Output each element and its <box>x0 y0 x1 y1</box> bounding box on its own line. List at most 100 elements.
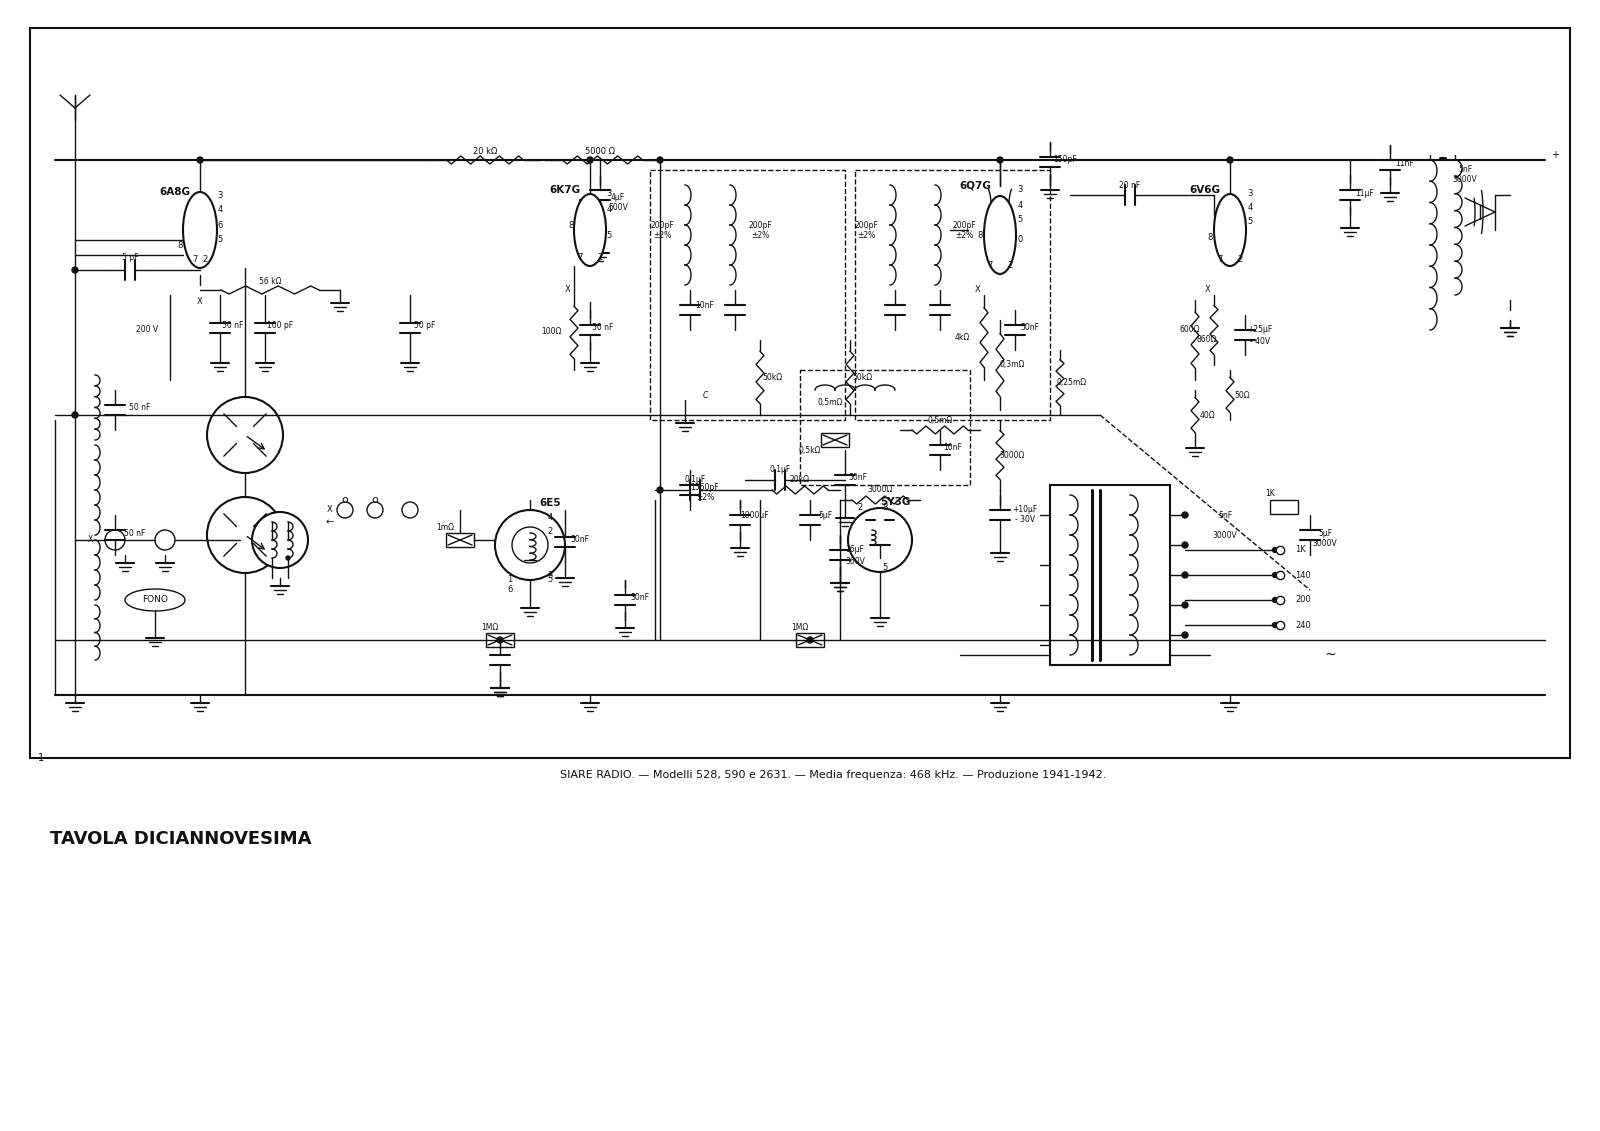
Text: 50kΩ: 50kΩ <box>762 373 782 382</box>
Text: 860Ω: 860Ω <box>1197 336 1218 345</box>
Text: +10µF: +10µF <box>1013 506 1038 515</box>
Ellipse shape <box>125 589 186 611</box>
Text: 50nF: 50nF <box>848 474 867 483</box>
Circle shape <box>197 157 203 163</box>
Text: 2: 2 <box>547 527 552 535</box>
Text: 50 nF: 50 nF <box>130 404 150 413</box>
Text: 50nF: 50nF <box>571 535 589 544</box>
Circle shape <box>286 556 290 560</box>
Text: 6: 6 <box>507 586 512 595</box>
Text: 5: 5 <box>547 576 552 585</box>
Text: 140: 140 <box>1294 570 1310 579</box>
Bar <box>854 170 1050 420</box>
Text: 200pF: 200pF <box>854 221 878 230</box>
Circle shape <box>1182 632 1187 638</box>
Circle shape <box>1182 572 1187 578</box>
Text: ←: ← <box>326 517 334 527</box>
Text: 200 V: 200 V <box>136 326 158 335</box>
Text: 8: 8 <box>178 241 182 250</box>
Text: 5nF: 5nF <box>1218 510 1232 519</box>
Text: 200pF: 200pF <box>952 221 976 230</box>
Text: X: X <box>1205 285 1211 294</box>
Circle shape <box>366 502 382 518</box>
Text: 7: 7 <box>987 260 992 269</box>
Text: 5nF: 5nF <box>1458 165 1472 174</box>
Text: 5Y3G: 5Y3G <box>880 497 910 507</box>
Text: 1560pF: 1560pF <box>691 483 720 492</box>
Text: 0: 0 <box>1018 235 1022 244</box>
Text: 1K: 1K <box>1294 545 1306 554</box>
Text: 4kΩ: 4kΩ <box>955 334 970 343</box>
Circle shape <box>658 487 662 493</box>
Text: 2: 2 <box>597 253 603 262</box>
Text: X: X <box>565 285 571 294</box>
Text: 3: 3 <box>547 570 552 579</box>
Text: 6: 6 <box>218 221 222 230</box>
Text: 200pF: 200pF <box>650 221 674 230</box>
Text: 2: 2 <box>202 256 208 265</box>
Bar <box>1050 485 1170 665</box>
Text: 240: 240 <box>1294 621 1310 630</box>
Text: +: + <box>1550 150 1558 159</box>
Text: - 30V: - 30V <box>1014 516 1035 525</box>
Text: 3000V: 3000V <box>1312 538 1338 547</box>
Circle shape <box>992 244 1008 260</box>
Circle shape <box>1227 157 1234 163</box>
Text: 1: 1 <box>507 576 512 585</box>
Bar <box>486 633 514 647</box>
Text: 4: 4 <box>547 512 552 521</box>
Text: 50nF: 50nF <box>1021 323 1040 333</box>
Text: 8: 8 <box>882 503 888 512</box>
Text: 50 nF: 50 nF <box>222 321 243 330</box>
Text: 3: 3 <box>1248 190 1253 199</box>
Text: 5: 5 <box>218 235 222 244</box>
Text: 1: 1 <box>38 753 45 763</box>
Circle shape <box>582 238 598 253</box>
Circle shape <box>155 530 174 550</box>
Text: 6A8G: 6A8G <box>160 187 190 197</box>
Text: 600Ω: 600Ω <box>1179 326 1200 335</box>
Ellipse shape <box>182 192 218 268</box>
Text: 0,5mΩ: 0,5mΩ <box>928 415 952 424</box>
Text: 150pF: 150pF <box>1053 155 1077 164</box>
Text: X: X <box>974 285 981 294</box>
Text: 3000Ω: 3000Ω <box>867 485 893 494</box>
Text: 8: 8 <box>1208 233 1213 242</box>
Text: 5: 5 <box>1248 217 1253 226</box>
Text: 5µF: 5µF <box>1318 528 1333 537</box>
Text: - 40V: - 40V <box>1250 337 1270 346</box>
Text: 200: 200 <box>1294 596 1310 604</box>
Circle shape <box>1182 602 1187 608</box>
Text: 20kΩ: 20kΩ <box>790 475 810 484</box>
Circle shape <box>1272 597 1277 603</box>
Text: 5µF: 5µF <box>818 511 832 520</box>
Circle shape <box>192 240 208 256</box>
Circle shape <box>206 397 283 473</box>
Text: 6K7G: 6K7G <box>549 185 581 195</box>
Text: 100Ω: 100Ω <box>542 328 562 337</box>
Text: ±2%: ±2% <box>696 493 714 502</box>
Text: 4: 4 <box>1018 200 1022 209</box>
Circle shape <box>338 502 354 518</box>
Text: 7: 7 <box>192 256 198 265</box>
Text: 50 pF: 50 pF <box>414 321 435 330</box>
Bar <box>800 370 970 485</box>
Text: 40Ω: 40Ω <box>1198 411 1214 420</box>
Text: 2: 2 <box>1237 256 1243 265</box>
Text: FONO: FONO <box>142 596 168 604</box>
Text: 1MΩ: 1MΩ <box>792 623 808 632</box>
Text: X: X <box>326 506 333 515</box>
Circle shape <box>848 508 912 572</box>
Circle shape <box>206 497 283 573</box>
Circle shape <box>658 157 662 163</box>
Text: 2: 2 <box>858 503 862 512</box>
Text: 10nF: 10nF <box>944 443 963 452</box>
Text: 5000 Ω: 5000 Ω <box>586 147 614 156</box>
Text: 4: 4 <box>218 206 222 215</box>
Text: 3: 3 <box>1018 185 1022 195</box>
Text: 5 pF: 5 pF <box>122 253 138 262</box>
Text: SIARE RADIO. — Modelli 528, 590 e 2631. — Media frequenza: 468 kHz. — Produzione: SIARE RADIO. — Modelli 528, 590 e 2631. … <box>560 770 1106 780</box>
Text: 4: 4 <box>1248 204 1253 213</box>
Text: +25µF: +25µF <box>1248 326 1272 335</box>
Text: C: C <box>702 390 707 399</box>
